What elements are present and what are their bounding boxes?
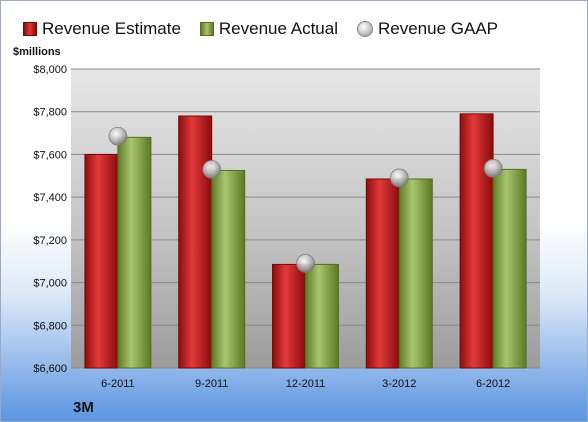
bar-revenue-estimate	[84, 153, 119, 369]
y-tick-label: $7,400	[33, 192, 67, 204]
marker-revenue-gaap	[483, 158, 503, 178]
bar-revenue-actual	[305, 263, 339, 369]
legend-item-gaap: Revenue GAAP	[357, 19, 498, 39]
legend-item-actual: Revenue Actual	[199, 19, 338, 39]
company-name: 3M	[73, 399, 94, 416]
y-axis-ticks: $6,600 $6,800 $7,000 $7,200 $7,400 $7,600 $7,8…	[33, 64, 67, 375]
y-axis-label: $millions	[13, 46, 61, 58]
bar-revenue-estimate	[178, 115, 213, 369]
x-tick-label: 12-2011	[286, 378, 326, 390]
bar-revenue-estimate	[459, 113, 494, 369]
legend-label-estimate: Revenue Estimate	[42, 19, 181, 38]
bar-revenue-actual	[211, 169, 246, 369]
marker-revenue-gaap	[202, 159, 222, 179]
x-axis-ticks: 6-2011 9-2011 12-2011 3-2012 6-2012	[101, 378, 510, 390]
y-tick-label: $7,200	[33, 235, 67, 247]
legend-swatch-actual	[199, 22, 214, 36]
y-tick-label: $7,600	[33, 149, 67, 161]
bar-revenue-estimate	[272, 263, 306, 369]
legend-label-gaap: Revenue GAAP	[378, 19, 499, 38]
marker-revenue-gaap	[296, 253, 315, 273]
x-tick-label: 6-2011	[101, 378, 134, 390]
bars	[84, 113, 527, 369]
x-tick-label: 3-2012	[382, 378, 416, 390]
y-tick-label: $8,000	[33, 64, 67, 76]
x-tick-label: 9-2011	[195, 378, 228, 390]
bar-revenue-estimate	[365, 178, 400, 369]
bar-revenue-actual	[398, 178, 433, 369]
legend-swatch-estimate	[23, 22, 37, 36]
y-tick-label: $7,800	[33, 107, 67, 119]
y-tick-label: $6,600	[33, 363, 67, 375]
bar-revenue-actual	[117, 136, 152, 369]
y-tick-label: $6,800	[33, 320, 67, 332]
bar-revenue-actual	[492, 168, 527, 369]
gaap-markers	[108, 126, 503, 273]
x-tick-label: 6-2012	[476, 378, 510, 390]
marker-revenue-gaap	[108, 126, 128, 146]
legend-label-actual: Revenue Actual	[218, 19, 338, 38]
legend-swatch-gaap	[357, 21, 373, 37]
chart-legend: Revenue Estimate Revenue Actual Revenue …	[23, 18, 517, 40]
marker-revenue-gaap	[389, 168, 409, 188]
legend-item-estimate: Revenue Estimate	[23, 19, 181, 39]
y-tick-label: $7,000	[33, 278, 67, 290]
